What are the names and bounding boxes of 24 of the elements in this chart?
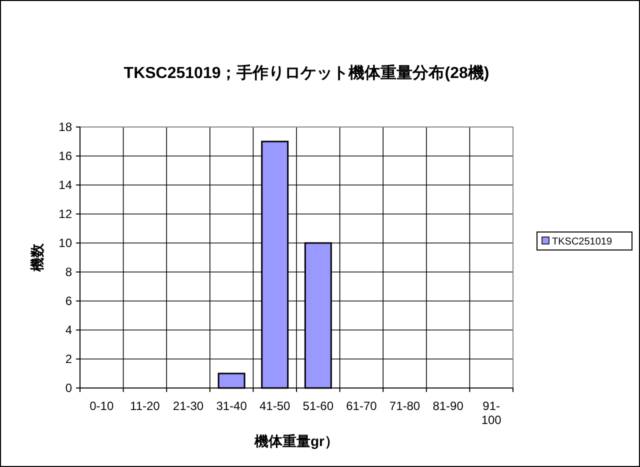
y-tick-label: 18 — [58, 120, 72, 134]
x-tick-label: 61-70 — [346, 399, 378, 413]
y-tick-label: 14 — [58, 178, 72, 192]
x-tick-label: 41-50 — [260, 399, 291, 413]
y-tick-label: 2 — [65, 352, 72, 366]
x-tick-label: 11-20 — [130, 399, 160, 413]
y-tick-label: 6 — [65, 294, 72, 308]
y-tick-label: 16 — [58, 149, 72, 164]
x-tick-label: 51-60 — [302, 399, 334, 413]
legend-label: TKSC251019 — [552, 236, 612, 248]
x-tick-label: 0-10 — [90, 399, 114, 413]
x-tick-label: 91-100 — [481, 399, 502, 427]
y-tick-label: 4 — [65, 323, 72, 338]
y-tick-label: 8 — [65, 265, 72, 280]
x-tick-label: 81-90 — [432, 399, 464, 413]
x-tick-label: 31-40 — [216, 399, 248, 413]
x-tick-label: 71-80 — [389, 399, 420, 413]
y-tick-label: 10 — [58, 236, 72, 250]
x-tick-label: 21-30 — [172, 399, 204, 413]
y-tick-label: 12 — [58, 207, 72, 222]
x-axis-title: 機体重量gr） — [254, 433, 338, 449]
y-axis-title: 機数 — [29, 242, 45, 272]
chart-title: TKSC251019；手作りロケット機体重量分布(28機) — [124, 64, 490, 82]
y-tick-label: 0 — [65, 381, 72, 396]
